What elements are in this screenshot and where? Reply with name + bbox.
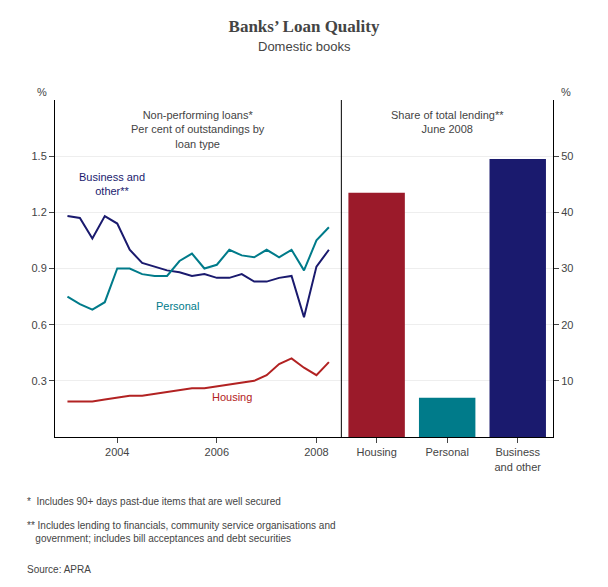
svg-text:* Includes 90+ days past-due: * Includes 90+ days past-due items that … (27, 496, 281, 507)
svg-text:40: 40 (561, 206, 573, 218)
svg-text:Personal: Personal (425, 446, 468, 458)
svg-text:0.9: 0.9 (32, 262, 47, 274)
svg-text:10: 10 (561, 375, 573, 387)
svg-text:Non-performing loans*Per cent: Non-performing loans*Per cent of outstan… (131, 109, 265, 150)
svg-text:20: 20 (561, 319, 573, 331)
svg-text:%: % (37, 86, 47, 98)
svg-text:0.3: 0.3 (32, 375, 47, 387)
svg-text:1.5: 1.5 (32, 150, 47, 162)
svg-text:Banks’ Loan Quality: Banks’ Loan Quality (229, 17, 380, 36)
svg-text:Housing: Housing (212, 391, 252, 403)
svg-text:0.6: 0.6 (32, 319, 47, 331)
svg-text:Source: APRA: Source: APRA (27, 564, 91, 575)
svg-text:30: 30 (561, 262, 573, 274)
svg-text:2004: 2004 (105, 446, 129, 458)
svg-text:Businessand other: Businessand other (494, 446, 541, 472)
svg-text:1.2: 1.2 (32, 206, 47, 218)
svg-text:2006: 2006 (205, 446, 229, 458)
svg-text:Housing: Housing (356, 446, 396, 458)
svg-text:50: 50 (561, 150, 573, 162)
svg-text:Business andother**: Business andother** (79, 171, 145, 197)
svg-text:** Includes lending to financi: ** Includes lending to financials, commu… (27, 520, 336, 544)
svg-text:Domestic books: Domestic books (258, 39, 351, 54)
svg-text:2008: 2008 (304, 446, 328, 458)
svg-text:%: % (561, 86, 571, 98)
svg-text:Personal: Personal (156, 300, 199, 312)
svg-text:Share of total lending**June 2: Share of total lending**June 2008 (391, 109, 504, 135)
